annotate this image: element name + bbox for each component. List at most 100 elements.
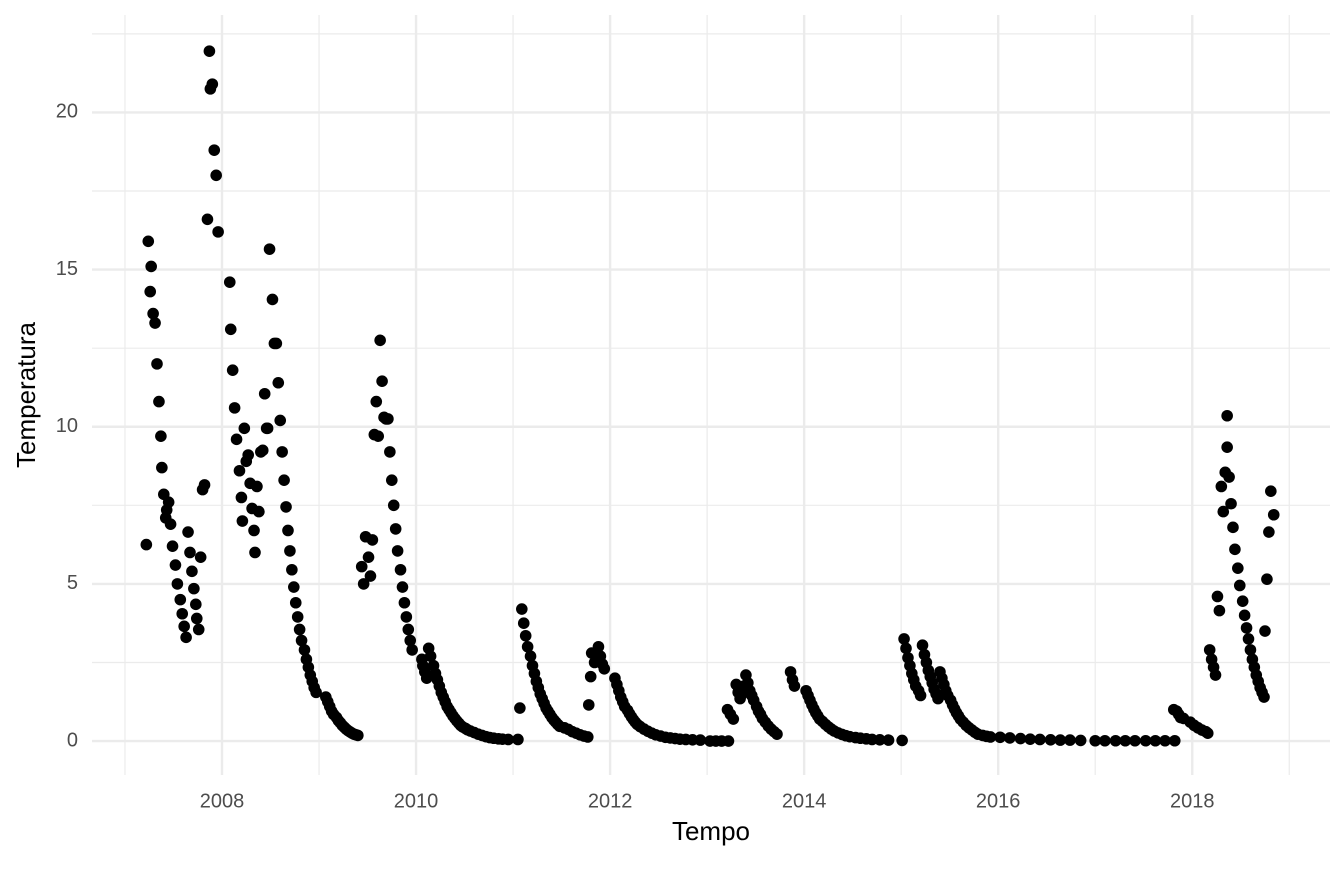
point xyxy=(1203,644,1216,656)
point xyxy=(228,402,241,414)
point xyxy=(584,670,597,683)
point xyxy=(1236,595,1249,607)
point xyxy=(226,364,239,376)
point xyxy=(140,538,153,551)
point xyxy=(1263,526,1275,538)
point xyxy=(1211,590,1224,603)
point xyxy=(370,395,383,408)
point xyxy=(184,546,196,559)
x-tick-label: 2008 xyxy=(200,790,245,812)
point xyxy=(206,78,219,90)
point xyxy=(362,551,375,563)
point xyxy=(190,598,202,611)
point xyxy=(242,449,255,461)
point xyxy=(389,523,402,535)
point xyxy=(882,734,895,746)
point xyxy=(1168,734,1181,747)
point xyxy=(1217,505,1230,518)
point xyxy=(382,413,394,425)
point xyxy=(1054,734,1067,746)
point xyxy=(253,505,265,518)
point xyxy=(194,551,207,563)
point xyxy=(171,578,184,590)
point xyxy=(190,612,203,625)
point xyxy=(289,596,302,609)
point xyxy=(182,526,194,538)
point xyxy=(233,464,246,477)
point xyxy=(212,226,224,238)
point xyxy=(248,524,260,537)
point xyxy=(1129,734,1141,747)
point xyxy=(261,422,274,435)
point xyxy=(153,395,165,408)
point xyxy=(519,629,532,642)
point xyxy=(210,169,222,182)
y-tick-label: 15 xyxy=(56,258,78,280)
point xyxy=(396,581,409,593)
y-axis-title: Temperatura xyxy=(11,321,41,467)
point xyxy=(582,699,595,711)
point xyxy=(355,560,368,573)
point xyxy=(384,446,396,458)
point xyxy=(192,623,205,636)
point xyxy=(1139,734,1152,747)
point xyxy=(174,593,187,606)
point xyxy=(372,430,385,442)
point xyxy=(1159,734,1171,747)
point xyxy=(932,692,944,705)
point xyxy=(1221,409,1233,422)
point xyxy=(1119,734,1132,747)
point xyxy=(394,563,407,576)
point xyxy=(402,623,415,636)
ticks: 2008 2010 2012 2014 2016 2018 0 5 10 15 20 xyxy=(56,101,1215,813)
point xyxy=(364,570,377,582)
point xyxy=(524,650,537,662)
point xyxy=(1244,644,1257,656)
point xyxy=(293,623,306,636)
point xyxy=(155,430,167,442)
point xyxy=(1004,732,1016,744)
point xyxy=(201,213,214,226)
point xyxy=(391,545,404,557)
point xyxy=(1223,471,1235,483)
point xyxy=(1240,622,1253,634)
point xyxy=(284,545,296,557)
point xyxy=(295,634,308,647)
point xyxy=(1232,562,1244,574)
point xyxy=(249,546,261,559)
point xyxy=(258,387,271,400)
x-tick-label: 2018 xyxy=(1170,790,1215,812)
point xyxy=(162,496,175,508)
point xyxy=(1225,497,1237,510)
point xyxy=(900,642,912,655)
point xyxy=(424,650,437,662)
point xyxy=(1099,734,1111,747)
point xyxy=(144,285,157,298)
point xyxy=(224,323,237,336)
x-axis-title: Tempo xyxy=(672,816,750,846)
point xyxy=(914,689,927,702)
point xyxy=(387,499,400,512)
point xyxy=(282,524,294,537)
point xyxy=(598,662,611,675)
point xyxy=(898,633,910,645)
point xyxy=(186,565,198,578)
point xyxy=(1229,543,1241,556)
point xyxy=(1089,734,1102,747)
point xyxy=(230,433,243,446)
x-tick-label: 2014 xyxy=(782,790,827,812)
point xyxy=(149,317,161,329)
point xyxy=(166,540,179,552)
point xyxy=(517,617,530,629)
point xyxy=(376,375,388,387)
point xyxy=(266,293,279,306)
point xyxy=(1265,485,1277,497)
point xyxy=(581,731,594,743)
point xyxy=(366,534,379,546)
point xyxy=(1233,579,1246,592)
point xyxy=(1014,732,1027,745)
point xyxy=(235,491,248,504)
point xyxy=(398,596,411,609)
point xyxy=(420,672,433,684)
